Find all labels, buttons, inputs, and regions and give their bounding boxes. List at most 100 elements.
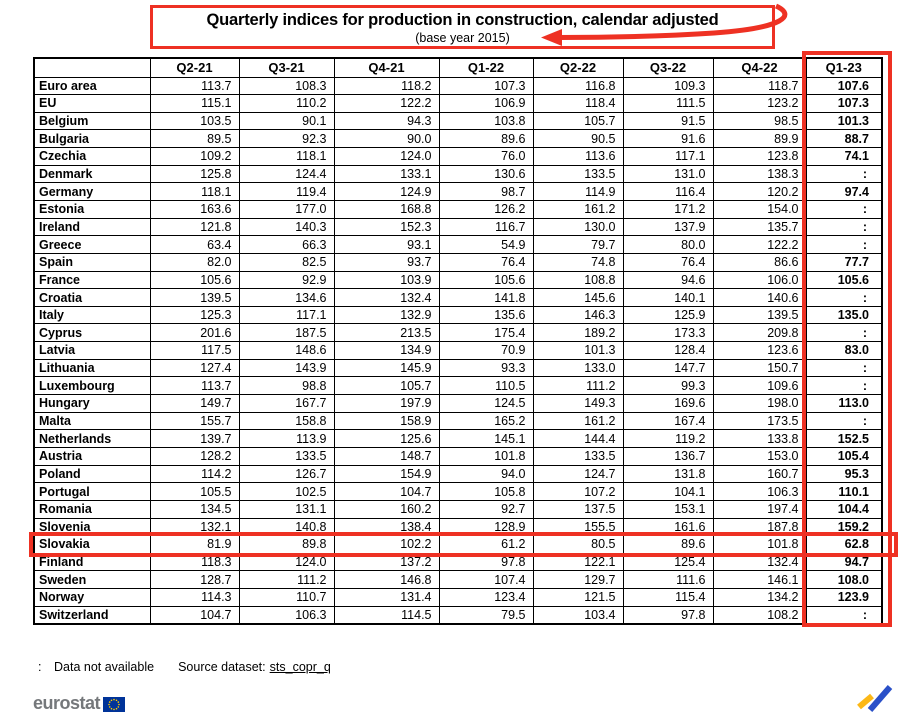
table-cell: 123.9 (805, 588, 883, 607)
table-cell: 201.6 (149, 323, 240, 343)
table-cell: 132.4 (333, 288, 440, 307)
row-label: Bulgaria (33, 129, 151, 149)
table-cell: 106.9 (438, 94, 534, 113)
table-cell: 91.6 (622, 129, 714, 149)
column-header: Q2-21 (149, 57, 240, 78)
table-cell: 104.7 (149, 605, 240, 625)
table-cell: 159.2 (805, 517, 883, 537)
table-row: Czechia 109.2 118.1 124.0 76.0 113.6 117.1 123.… (33, 147, 883, 166)
table-cell: 104.4 (805, 499, 883, 519)
table-cell: 130.0 (532, 217, 624, 237)
table-cell: 113.0 (805, 394, 883, 413)
footnote: : Data not available Source dataset: sts… (38, 660, 331, 674)
table-cell: 130.6 (438, 164, 534, 184)
table-cell: 126.7 (238, 464, 335, 484)
table-cell: 123.4 (438, 588, 534, 607)
table-cell: 102.5 (238, 482, 335, 501)
table-cell: 108.0 (805, 570, 883, 590)
table-cell: 122.2 (712, 235, 807, 254)
table-cell: 139.5 (149, 288, 240, 307)
table-row: Malta 155.7 158.8 158.9 165.2 161.2 167.4 173.5… (33, 411, 883, 431)
table-cell: 124.9 (333, 182, 440, 201)
table-cell: 105.5 (149, 482, 240, 501)
table-cell: 111.2 (532, 376, 624, 396)
footnote-symbol: : (38, 660, 42, 674)
source-link[interactable]: sts_copr_q (269, 660, 331, 674)
table-cell: 89.9 (712, 129, 807, 149)
table-cell: 146.1 (712, 570, 807, 590)
table-cell: : (805, 217, 883, 237)
row-label: Slovenia (33, 517, 151, 537)
table-row: Germany 118.1 119.4 124.9 98.7 114.9 116.4 120.… (33, 182, 883, 201)
table-cell: 161.2 (532, 411, 624, 431)
table-cell: 93.7 (333, 252, 440, 272)
table-cell: 187.5 (238, 323, 335, 343)
table-cell: 160.7 (712, 464, 807, 484)
table-cell: 76.4 (438, 252, 534, 272)
row-label: Austria (33, 446, 151, 466)
table-cell: 134.5 (149, 499, 240, 519)
table-cell: 54.9 (438, 235, 534, 254)
table-cell: 108.8 (532, 270, 624, 290)
footnote-text: Data not available (54, 660, 155, 674)
table-cell: 158.9 (333, 411, 440, 431)
table-row: Spain 82.0 82.5 93.7 76.4 74.8 76.4 86.6 77.7 (33, 252, 883, 272)
table-cell: 113.9 (238, 429, 335, 448)
table-cell: 66.3 (238, 235, 335, 254)
table-cell: 98.7 (438, 182, 534, 201)
table-cell: 92.7 (438, 499, 534, 519)
row-label: EU (33, 94, 151, 113)
table-cell: 149.3 (532, 394, 624, 413)
table-cell: 139.7 (149, 429, 240, 448)
table-row: Slovakia 81.9 89.8 102.2 61.2 80.5 89.6 101.8 62… (33, 535, 883, 554)
table-cell: 150.7 (712, 358, 807, 378)
table-row: Euro area 113.7 108.3 118.2 107.3 116.8 109.3 1… (33, 76, 883, 96)
row-label: Greece (33, 235, 151, 254)
table-cell: 106.3 (712, 482, 807, 501)
table-cell: 131.4 (333, 588, 440, 607)
table-cell: 91.5 (622, 111, 714, 131)
table-row: Latvia 117.5 148.6 134.9 70.9 101.3 128.4 123.6… (33, 341, 883, 360)
row-label: Lithuania (33, 358, 151, 378)
table-cell: 140.6 (712, 288, 807, 307)
table-row: France 105.6 92.9 103.9 105.6 108.8 94.6 106.0 1… (33, 270, 883, 290)
row-label: Switzerland (33, 605, 151, 625)
table-cell: 152.5 (805, 429, 883, 448)
table-cell: 141.8 (438, 288, 534, 307)
table-cell: 132.1 (149, 517, 240, 537)
table-cell: 187.8 (712, 517, 807, 537)
table-cell: : (805, 323, 883, 343)
table-cell: 135.7 (712, 217, 807, 237)
table-cell: 137.9 (622, 217, 714, 237)
table-cell: 70.9 (438, 341, 534, 360)
table-cell: 132.4 (712, 552, 807, 572)
table-cell: 145.6 (532, 288, 624, 307)
row-label: Italy (33, 305, 151, 325)
table-cell: 122.1 (532, 552, 624, 572)
table-cell: 101.8 (438, 446, 534, 466)
table-cell: 108.2 (712, 605, 807, 625)
table-cell: 140.1 (622, 288, 714, 307)
table-cell: 102.2 (333, 535, 440, 554)
row-label: Germany (33, 182, 151, 201)
table-cell: 133.5 (532, 164, 624, 184)
table-cell: 134.2 (712, 588, 807, 607)
table-cell: 103.4 (532, 605, 624, 625)
table-cell: 105.8 (438, 482, 534, 501)
table-cell: 92.3 (238, 129, 335, 149)
table-cell: 145.9 (333, 358, 440, 378)
row-label: Poland (33, 464, 151, 484)
header-row: Q2-21 Q3-21 Q4-21 Q1-22 Q2-22 Q3-22 Q4-22 Q1-23 (33, 57, 883, 78)
table-cell: 82.5 (238, 252, 335, 272)
table-cell: 114.2 (149, 464, 240, 484)
table-cell: 89.6 (438, 129, 534, 149)
table-cell: 92.9 (238, 270, 335, 290)
table-cell: 101.3 (532, 341, 624, 360)
table-cell: 153.0 (712, 446, 807, 466)
column-header: Q2-22 (532, 57, 624, 78)
table-cell: 132.9 (333, 305, 440, 325)
table-cell: : (805, 164, 883, 184)
table-row: Netherlands 139.7 113.9 125.6 145.1 144.4 119.… (33, 429, 883, 448)
table-cell: 110.2 (238, 94, 335, 113)
table-cell: 133.5 (532, 446, 624, 466)
